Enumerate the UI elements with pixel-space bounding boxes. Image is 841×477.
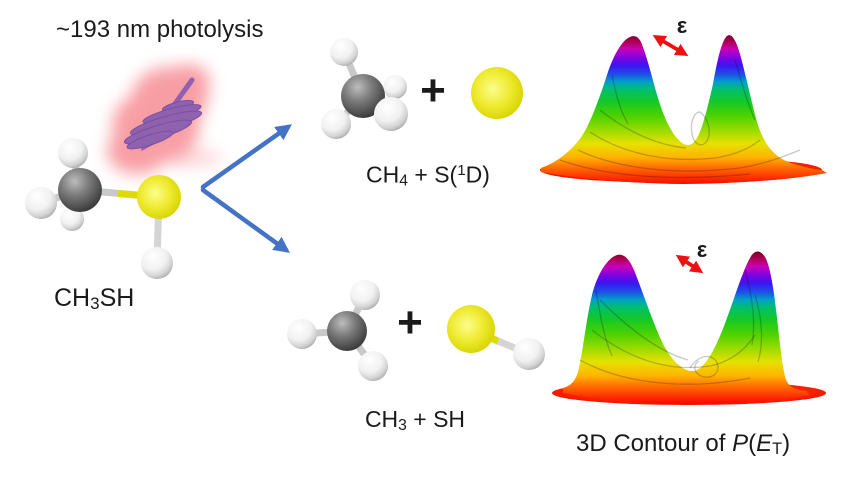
caption-p-italic: P [732, 430, 749, 457]
epsilon-label-top: ε [676, 13, 688, 38]
polarization-arrow-top [652, 35, 689, 56]
channel-top-label-part: + S( [407, 161, 458, 188]
surface [563, 251, 810, 404]
plus-sign-top: + [420, 66, 446, 115]
ch4-molecule [321, 38, 408, 139]
hydrogen-atom [287, 319, 317, 349]
laser-wavepacket [123, 100, 203, 150]
carbon-atom [58, 168, 102, 212]
ch3sh-molecule [25, 138, 181, 279]
hydrogen-atom [350, 280, 380, 310]
caption-part: ( [748, 430, 757, 457]
branch-arrow-bottom [200, 187, 290, 253]
plus-sign-bottom: + [397, 298, 423, 347]
caption-e-italic: E [756, 430, 773, 457]
channel-top-label: CH4 + S(1D) [366, 163, 490, 189]
hydrogen-atom [141, 247, 173, 279]
hydrogen-atom [358, 351, 388, 381]
hydrogen-atom [321, 109, 351, 139]
surface-contour-lines [559, 59, 801, 179]
sulfur-atom [137, 175, 181, 219]
channel-top-label-part: D) [465, 161, 490, 188]
hydrogen-atom [25, 187, 57, 219]
surface-contour-lines [579, 269, 763, 385]
contour-plot-bottom [552, 251, 826, 405]
carbon-atom [327, 311, 367, 351]
sh-molecule [447, 305, 545, 370]
hydrogen-atom [513, 338, 545, 370]
reactant-label-part: SH [99, 284, 135, 312]
channel-top-label-subscript: 4 [399, 172, 408, 190]
ch3-molecule [287, 280, 388, 381]
channel-top-label-part: CH [366, 161, 400, 188]
surface [541, 35, 827, 184]
channel-bottom-label-part: + SH [406, 406, 466, 432]
reactant-label-subscript: 3 [90, 294, 100, 314]
channel-top-label-superscript: 1 [457, 162, 466, 179]
hydrogen-atom [58, 138, 88, 168]
caption-part: 3D Contour of [576, 430, 733, 457]
hydrogen-atom [60, 207, 84, 231]
hydrogen-atom [330, 38, 358, 66]
channel-bottom-label-part: CH [364, 406, 399, 432]
contour-caption: 3D Contour of P(ET) [576, 430, 791, 458]
branch-arrow-top [200, 124, 292, 190]
photolysis-title: ~193 nm photolysis [56, 16, 264, 43]
sulfur-atom [471, 67, 523, 119]
hydrogen-atom [383, 75, 407, 99]
sulfur-atom [447, 305, 495, 353]
laser-pulse-icon [107, 64, 223, 174]
reactant-label: CH3SH [54, 284, 135, 314]
carbon-atom [341, 74, 385, 118]
channel-bottom-label: CH3 + SH [364, 406, 466, 434]
channel-bottom-label-subscript: 3 [398, 416, 407, 434]
contour-plot-top [540, 35, 827, 184]
reactant-label-part: CH [54, 284, 91, 312]
caption-t-subscript: T [772, 439, 783, 458]
epsilon-label-bottom: ε [696, 237, 708, 262]
caption-part: ) [782, 430, 791, 457]
polarization-arrow-bottom [675, 254, 704, 274]
hydrogen-atom [374, 97, 408, 131]
